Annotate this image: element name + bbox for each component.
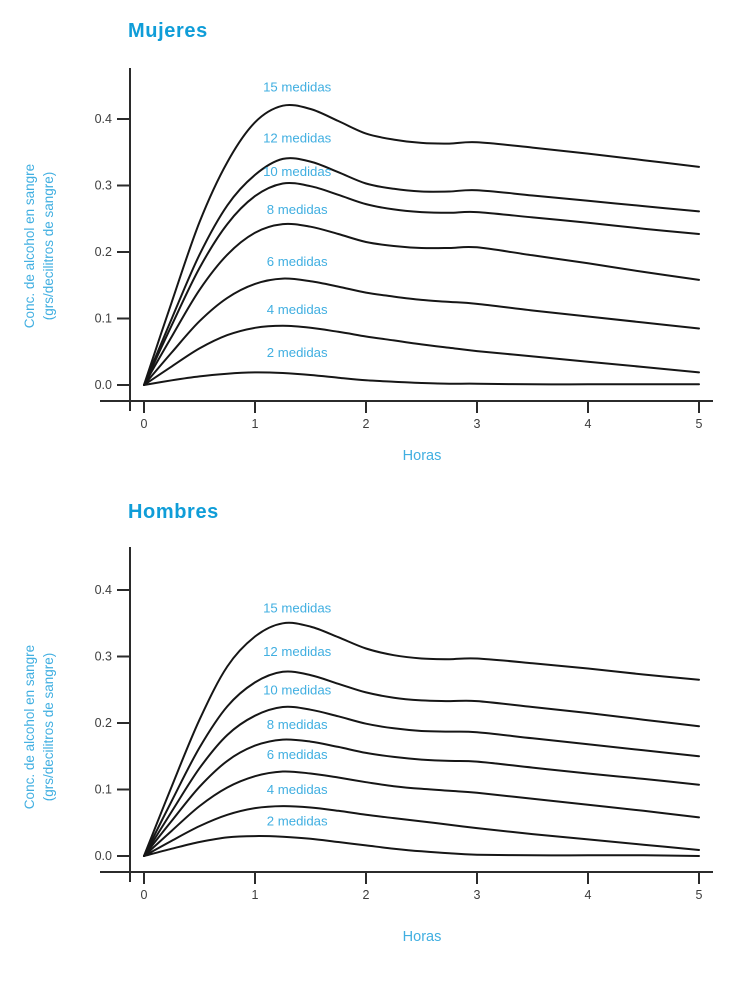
x-tick-label: 3 <box>474 888 481 902</box>
y-axis-title-mujeres: Conc. de alcohol en sangre (grs/decilitr… <box>20 78 60 414</box>
y-tick-label: 0.3 <box>95 650 112 664</box>
series-label-10-medidas: 10 medidas <box>263 164 332 179</box>
curve-10-medidas <box>143 181 700 386</box>
series-label-12-medidas: 12 medidas <box>263 644 332 659</box>
x-tick-label: 5 <box>696 417 703 431</box>
y-tick-label: 0.2 <box>95 245 112 259</box>
chart-title-mujeres: Mujeres <box>128 20 208 42</box>
plot-canvas-hombres: 0.0 0.1 0.2 0.3 0.4 0 1 2 3 4 5 15 medidas 12 medida… <box>95 547 713 902</box>
curve-6-medidas <box>143 770 700 857</box>
chart-mujeres: Mujeres 0.0 0.1 0.2 0.3 0.4 0 1 2 3 4 5 15 medidas 1… <box>20 20 713 464</box>
y-tick-label: 0.4 <box>95 112 112 126</box>
curve-2-medidas <box>143 835 700 857</box>
curve-6-medidas <box>143 277 700 386</box>
y-axis-title-line2: (grs/decilitros de sangre) <box>41 652 56 802</box>
x-tick-label: 2 <box>363 888 370 902</box>
curve-15-medidas <box>143 621 700 857</box>
y-tick-label: 0.0 <box>95 378 112 392</box>
x-tick-label: 2 <box>363 417 370 431</box>
series-label-2-medidas: 2 medidas <box>267 345 328 360</box>
y-tick-label: 0.3 <box>95 179 112 193</box>
series-label-8-medidas: 8 medidas <box>267 202 328 217</box>
y-tick-label: 0.0 <box>95 849 112 863</box>
series-label-6-medidas: 6 medidas <box>267 254 328 269</box>
chart-title-hombres: Hombres <box>128 501 219 523</box>
x-axis-title-mujeres: Horas <box>402 448 442 464</box>
curve-8-medidas <box>143 738 700 857</box>
series-label-12-medidas: 12 medidas <box>263 130 332 145</box>
y-tick-label: 0.2 <box>95 716 112 730</box>
series-label-10-medidas: 10 medidas <box>263 682 332 697</box>
series-label-8-medidas: 8 medidas <box>267 717 328 732</box>
y-tick-label: 0.4 <box>95 583 112 597</box>
y-tick-label: 0.1 <box>95 312 112 326</box>
x-tick-label: 4 <box>585 888 592 902</box>
curve-15-medidas <box>143 103 700 386</box>
series-label-4-medidas: 4 medidas <box>267 302 328 317</box>
x-tick-label: 1 <box>252 417 259 431</box>
series-label-15-medidas: 15 medidas <box>263 601 332 616</box>
x-tick-label: 1 <box>252 888 259 902</box>
series-label-15-medidas: 15 medidas <box>263 80 332 95</box>
y-axis-title-line1: Conc. de alcohol en sangre <box>22 644 37 810</box>
x-tick-label: 5 <box>696 888 703 902</box>
series-label-6-medidas: 6 medidas <box>267 747 328 762</box>
x-tick-label: 3 <box>474 417 481 431</box>
y-axis-title-hombres: Conc. de alcohol en sangre (grs/decilitr… <box>20 559 60 895</box>
x-tick-label: 4 <box>585 417 592 431</box>
y-axis-title-line1: Conc. de alcohol en sangre <box>22 163 37 329</box>
plot-canvas-mujeres: 0.0 0.1 0.2 0.3 0.4 0 1 2 3 4 5 15 medidas 12 medida… <box>95 68 713 431</box>
curve-2-medidas <box>143 371 700 386</box>
x-axis-title-hombres: Horas <box>402 929 442 945</box>
chart-hombres: Hombres 0.0 0.1 0.2 0.3 0.4 0 1 2 3 4 5 15 medidas 1… <box>0 481 730 983</box>
curve-10-medidas <box>143 705 700 857</box>
x-tick-label: 0 <box>141 888 148 902</box>
series-label-4-medidas: 4 medidas <box>267 782 328 797</box>
curve-4-medidas <box>143 805 700 857</box>
y-tick-label: 0.1 <box>95 783 112 797</box>
x-tick-label: 0 <box>141 417 148 431</box>
curve-12-medidas <box>143 670 700 857</box>
series-label-2-medidas: 2 medidas <box>267 813 328 828</box>
curve-4-medidas <box>143 324 700 386</box>
curve-8-medidas <box>143 222 700 386</box>
curve-12-medidas <box>143 157 700 386</box>
y-axis-title-line2: (grs/decilitros de sangre) <box>41 171 56 321</box>
